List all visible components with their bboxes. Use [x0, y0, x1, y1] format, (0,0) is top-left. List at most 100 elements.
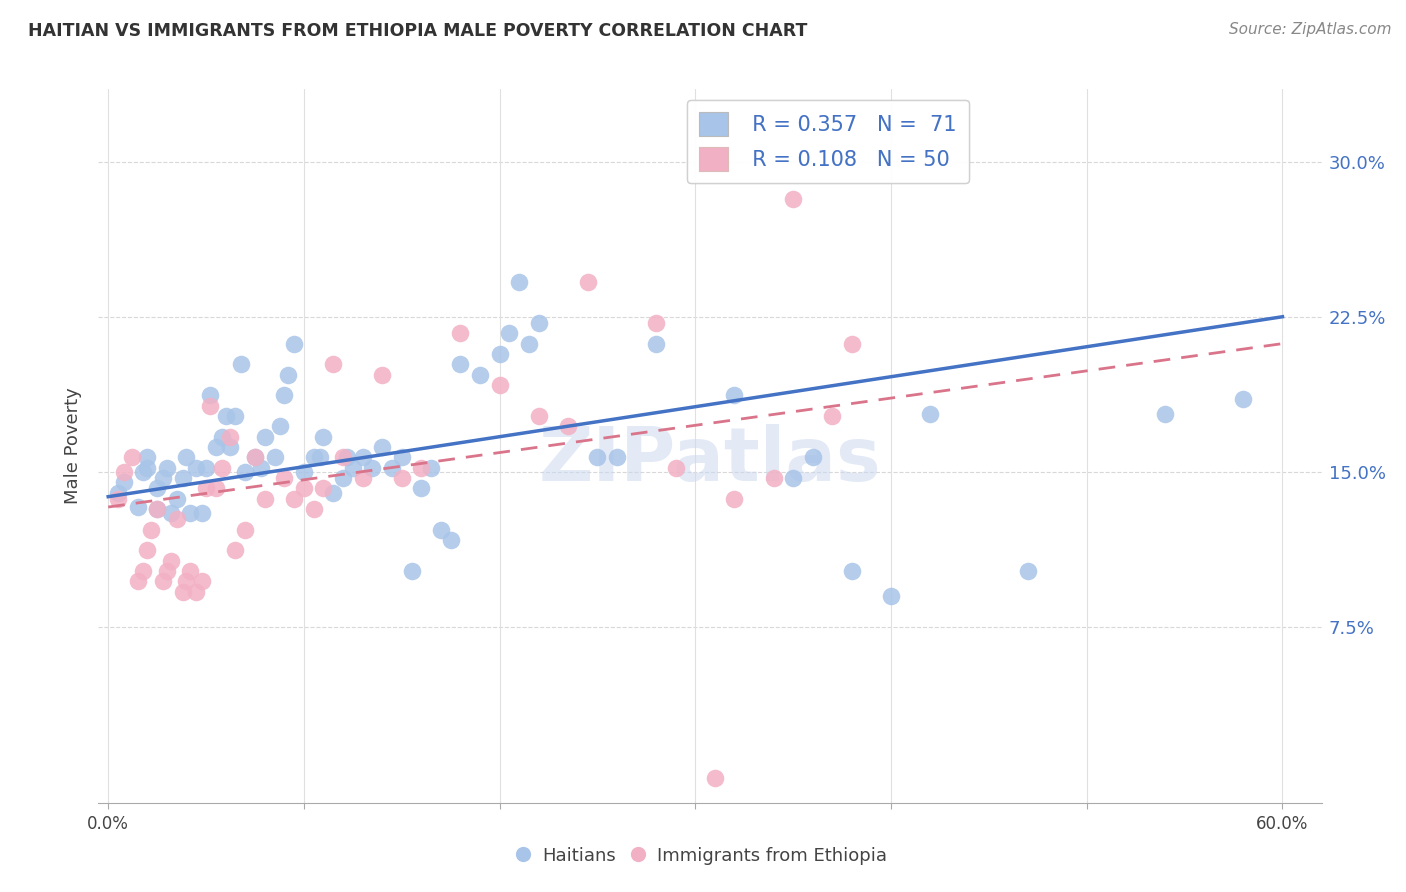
Point: [132, 564, 155, 578]
Point: [186, 584, 208, 599]
Point: [224, 409, 246, 423]
Point: [1017, 564, 1039, 578]
Point: [762, 471, 785, 485]
Point: [645, 336, 668, 351]
Point: [191, 574, 214, 589]
Point: [179, 506, 201, 520]
Point: [198, 399, 221, 413]
Point: [312, 430, 335, 444]
Point: [127, 574, 149, 589]
Point: [606, 450, 628, 465]
Point: [440, 533, 463, 548]
Point: [233, 465, 256, 479]
Point: [146, 482, 169, 496]
Point: [156, 564, 179, 578]
Point: [517, 336, 540, 351]
Point: [420, 460, 443, 475]
Point: [308, 450, 330, 465]
Point: [352, 471, 374, 485]
Point: [146, 502, 169, 516]
Point: [498, 326, 520, 341]
Point: [243, 450, 266, 465]
Point: [224, 543, 246, 558]
Point: [361, 460, 384, 475]
Point: [107, 491, 129, 506]
Point: [336, 450, 359, 465]
Point: [411, 460, 433, 475]
Point: [322, 357, 344, 371]
Point: [381, 460, 404, 475]
Point: [468, 368, 491, 382]
Point: [112, 465, 135, 479]
Point: [179, 564, 201, 578]
Point: [312, 482, 335, 496]
Legend: Haitians, Immigrants from Ethiopia: Haitians, Immigrants from Ethiopia: [509, 838, 897, 874]
Point: [218, 440, 240, 454]
Point: [160, 506, 183, 520]
Point: [250, 460, 273, 475]
Point: [166, 491, 188, 506]
Point: [527, 316, 550, 330]
Point: [1232, 392, 1254, 407]
Point: [841, 336, 863, 351]
Point: [302, 450, 325, 465]
Point: [1154, 407, 1177, 421]
Point: [176, 574, 198, 589]
Point: [211, 460, 233, 475]
Legend:   R = 0.357   N =  71,   R = 0.108   N = 50: R = 0.357 N = 71, R = 0.108 N = 50: [686, 100, 969, 183]
Point: [273, 388, 295, 402]
Point: [801, 450, 824, 465]
Point: [253, 430, 276, 444]
Y-axis label: Male Poverty: Male Poverty: [65, 388, 83, 504]
Point: [527, 409, 550, 423]
Point: [401, 564, 423, 578]
Point: [273, 471, 295, 485]
Point: [172, 471, 194, 485]
Point: [218, 430, 240, 444]
Point: [277, 368, 299, 382]
Point: [172, 584, 194, 599]
Point: [152, 471, 174, 485]
Point: [723, 491, 745, 506]
Point: [156, 460, 179, 475]
Point: [352, 450, 374, 465]
Point: [508, 275, 530, 289]
Point: [821, 409, 844, 423]
Point: [703, 771, 725, 785]
Point: [195, 460, 218, 475]
Point: [292, 465, 315, 479]
Point: [880, 589, 903, 603]
Point: [723, 388, 745, 402]
Point: [371, 440, 394, 454]
Point: [132, 465, 155, 479]
Point: [371, 368, 394, 382]
Point: [488, 378, 510, 392]
Point: [214, 409, 236, 423]
Point: [782, 192, 804, 206]
Point: [127, 500, 149, 514]
Point: [920, 407, 942, 421]
Point: [160, 554, 183, 568]
Point: [211, 430, 233, 444]
Point: [176, 450, 198, 465]
Point: [136, 450, 159, 465]
Point: [195, 482, 218, 496]
Point: [112, 475, 135, 490]
Point: [411, 482, 433, 496]
Point: [243, 450, 266, 465]
Point: [322, 485, 344, 500]
Point: [152, 574, 174, 589]
Point: [136, 543, 159, 558]
Point: [292, 482, 315, 496]
Point: [269, 419, 291, 434]
Point: [332, 450, 354, 465]
Text: HAITIAN VS IMMIGRANTS FROM ETHIOPIA MALE POVERTY CORRELATION CHART: HAITIAN VS IMMIGRANTS FROM ETHIOPIA MALE…: [28, 22, 807, 40]
Point: [191, 506, 214, 520]
Point: [391, 471, 413, 485]
Point: [198, 388, 221, 402]
Text: Source: ZipAtlas.com: Source: ZipAtlas.com: [1229, 22, 1392, 37]
Point: [391, 450, 413, 465]
Point: [231, 357, 253, 371]
Point: [136, 460, 159, 475]
Point: [782, 471, 804, 485]
